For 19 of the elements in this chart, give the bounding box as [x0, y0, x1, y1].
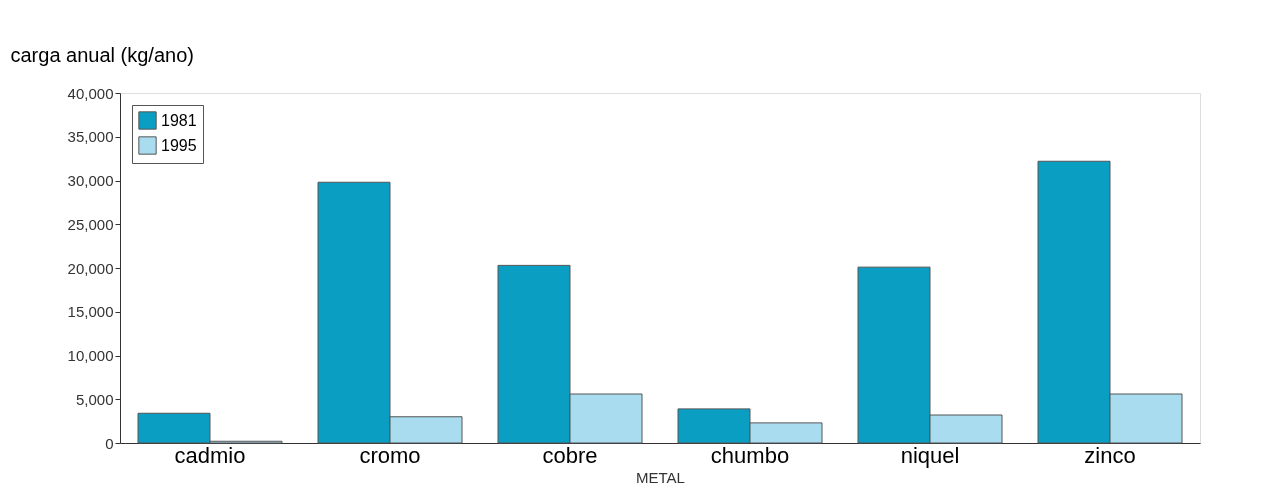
x-tick-label: cromo: [359, 442, 421, 468]
x-tick-label: chumbo: [710, 442, 790, 468]
legend-label: 1981: [161, 111, 197, 129]
x-tick-label: cobre: [542, 442, 598, 468]
x-tick-label: zinco: [1084, 442, 1136, 468]
y-tick-label: 5,000: [75, 390, 114, 408]
legend-label: 1995: [161, 136, 197, 154]
y-tick-label: 25,000: [67, 215, 114, 233]
x-tick-label: niquel: [900, 442, 960, 468]
y-tick-label: 10,000: [67, 347, 114, 364]
y-tick-label: 35,000: [67, 128, 114, 146]
y-tick-label: 20,000: [67, 259, 114, 277]
y-tick-label: 0: [105, 434, 114, 452]
y-tick-label: 15,000: [67, 303, 114, 321]
y-tick-label: 40,000: [67, 84, 114, 102]
x-tick-label: cadmio: [174, 442, 246, 468]
x-axis-title: METAL: [636, 468, 685, 486]
y-axis-title: carga anual (kg/ano): [10, 43, 194, 66]
y-tick-label: 30,000: [67, 172, 114, 189]
